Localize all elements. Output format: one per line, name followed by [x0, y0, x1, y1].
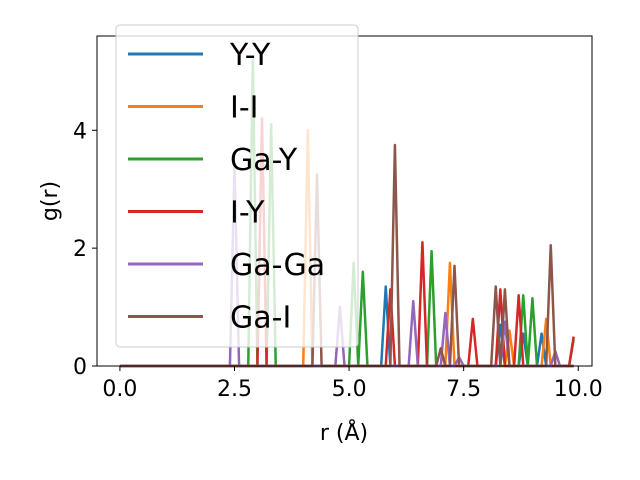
y-axis-label: g(r) — [38, 181, 63, 221]
legend-label: Ga-I — [230, 301, 291, 336]
x-tick-label: 2.5 — [217, 377, 252, 402]
legend-label: I-Y — [230, 196, 265, 231]
y-tick-label: 4 — [73, 119, 87, 144]
y-tick-label: 0 — [73, 355, 87, 380]
legend-label: I-I — [230, 91, 259, 126]
x-axis: 0.0 2.5 5.0 7.5 10.0 — [102, 366, 603, 402]
x-tick-label: 5.0 — [332, 377, 367, 402]
y-tick-label: 2 — [73, 237, 87, 262]
legend-label: Y-Y — [229, 38, 271, 73]
legend-box — [115, 24, 359, 348]
legend-label: Ga-Y — [230, 143, 298, 178]
x-tick-label: 10.0 — [554, 377, 603, 402]
legend-label: Ga-Ga — [230, 248, 325, 283]
x-axis-label: r (Å) — [320, 419, 368, 446]
legend: Y-Y I-I Ga-Y I-Y Ga-Ga Ga-I — [115, 24, 359, 348]
x-tick-label: 0.0 — [102, 377, 137, 402]
x-tick-label: 7.5 — [446, 377, 481, 402]
y-axis: 0 2 4 — [73, 119, 97, 380]
